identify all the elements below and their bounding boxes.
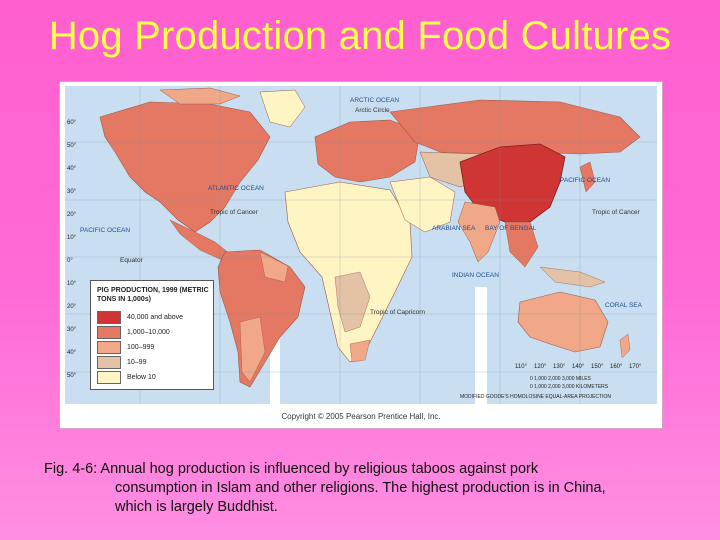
projection-label: MODIFIED GOODE'S HOMOLOSINE EQUAL-AREA P… xyxy=(460,394,611,400)
caption-line-1: Fig. 4-6: Annual hog production is influ… xyxy=(44,461,539,477)
legend-title: PIG PRODUCTION, 1999 (METRIC TONS IN 1,0… xyxy=(97,287,209,303)
label-atlantic-ocean: ATLANTIC OCEAN xyxy=(208,185,264,192)
copyright-notice: Copyright © 2005 Pearson Prentice Hall, … xyxy=(281,412,441,421)
longitude-tick: 130° xyxy=(553,364,566,370)
region-argentina xyxy=(239,316,266,383)
region-europe xyxy=(314,119,421,183)
latitude-tick: 40° xyxy=(67,350,77,356)
legend-swatch xyxy=(97,340,121,354)
legend-item: 1,000–10,000 xyxy=(97,325,170,339)
label-tropic-capricorn: Tropic of Capricorn xyxy=(370,309,425,316)
region-central-africa xyxy=(334,271,371,333)
label-arctic-circle: Arctic Circle xyxy=(355,107,390,114)
longitude-tick: 150° xyxy=(591,364,604,370)
caption-line-2: consumption in Islam and other religions… xyxy=(115,480,606,496)
longitude-tick: 160° xyxy=(610,364,623,370)
latitude-tick: 50° xyxy=(67,373,77,379)
longitude-tick: 110° xyxy=(515,364,528,370)
label-arabian-sea: ARABIAN SEA xyxy=(432,225,476,232)
latitude-tick: 10° xyxy=(67,281,77,287)
legend-label: 10–99 xyxy=(127,358,147,366)
region-new-zealand xyxy=(619,333,631,359)
longitude-tick: 120° xyxy=(534,364,547,370)
region-north-america xyxy=(99,101,271,233)
legend-label: 40,000 and above xyxy=(127,313,184,321)
legend-label: 100–999 xyxy=(127,343,155,351)
figure-caption: Fig. 4-6: Annual hog production is influ… xyxy=(44,460,684,517)
region-south-america xyxy=(217,249,306,388)
label-pacific-ocean-east: PACIFIC OCEAN xyxy=(560,177,610,184)
latitude-ticks: 60° 50° 40° 30° 20° 10° 0° 10° 20° 30° 40° 50° xyxy=(67,120,77,379)
label-tropic-cancer-east: Tropic of Cancer xyxy=(592,209,641,216)
scale-kilometers: 0 1,000 2,000 3,000 KILOMETERS xyxy=(530,384,609,390)
region-japan xyxy=(579,161,596,193)
region-greenland xyxy=(259,89,306,128)
region-south-africa xyxy=(349,339,371,363)
legend-item: 10–99 xyxy=(97,355,147,369)
caption-line-3: which is largely Buddhist. xyxy=(115,499,278,515)
region-australia xyxy=(517,291,609,353)
world-map: ARCTIC OCEAN Arctic Circle ATLANTIC OCEA… xyxy=(60,82,662,428)
label-indian-ocean: INDIAN OCEAN xyxy=(452,272,499,279)
longitude-tick: 140° xyxy=(572,364,585,370)
legend-item: Below 10 xyxy=(97,370,156,384)
legend-label: Below 10 xyxy=(127,373,156,381)
label-bay-of-bengal: BAY OF BENGAL xyxy=(485,225,537,232)
legend-item: 40,000 and above xyxy=(97,310,184,324)
legend-item: 100–999 xyxy=(97,340,155,354)
slide-title: Hog Production and Food Cultures xyxy=(48,14,672,58)
projection-gap xyxy=(475,287,487,404)
label-equator: Equator xyxy=(120,257,144,264)
legend-label: 1,000–10,000 xyxy=(127,328,170,336)
label-arctic-ocean: ARCTIC OCEAN xyxy=(350,97,399,104)
longitude-ticks: 110° 120° 130° 140° 150° 160° 170° xyxy=(515,364,642,370)
latitude-tick: 20° xyxy=(67,304,77,310)
latitude-tick: 30° xyxy=(67,327,77,333)
label-coral-sea: CORAL SEA xyxy=(605,302,643,309)
label-tropic-cancer-west: Tropic of Cancer xyxy=(210,209,259,216)
map-legend: PIG PRODUCTION, 1999 (METRIC TONS IN 1,0… xyxy=(90,280,214,390)
region-indonesia xyxy=(539,266,606,288)
latitude-tick: 40° xyxy=(67,166,77,172)
latitude-tick: 50° xyxy=(67,143,77,149)
region-russia xyxy=(389,99,641,155)
scale-miles: 0 1,000 2,000 3,000 MILES xyxy=(530,376,592,382)
legend-swatch xyxy=(97,370,121,384)
legend-swatch xyxy=(97,325,121,339)
longitude-tick: 170° xyxy=(629,364,642,370)
region-venezuela xyxy=(259,251,289,283)
latitude-tick: 20° xyxy=(67,212,77,218)
latitude-tick: 0° xyxy=(67,258,73,264)
label-pacific-ocean-west: PACIFIC OCEAN xyxy=(80,227,130,234)
legend-swatch xyxy=(97,355,121,369)
latitude-tick: 10° xyxy=(67,235,77,241)
legend-swatch xyxy=(97,310,121,324)
latitude-tick: 30° xyxy=(67,189,77,195)
latitude-tick: 60° xyxy=(67,120,77,126)
